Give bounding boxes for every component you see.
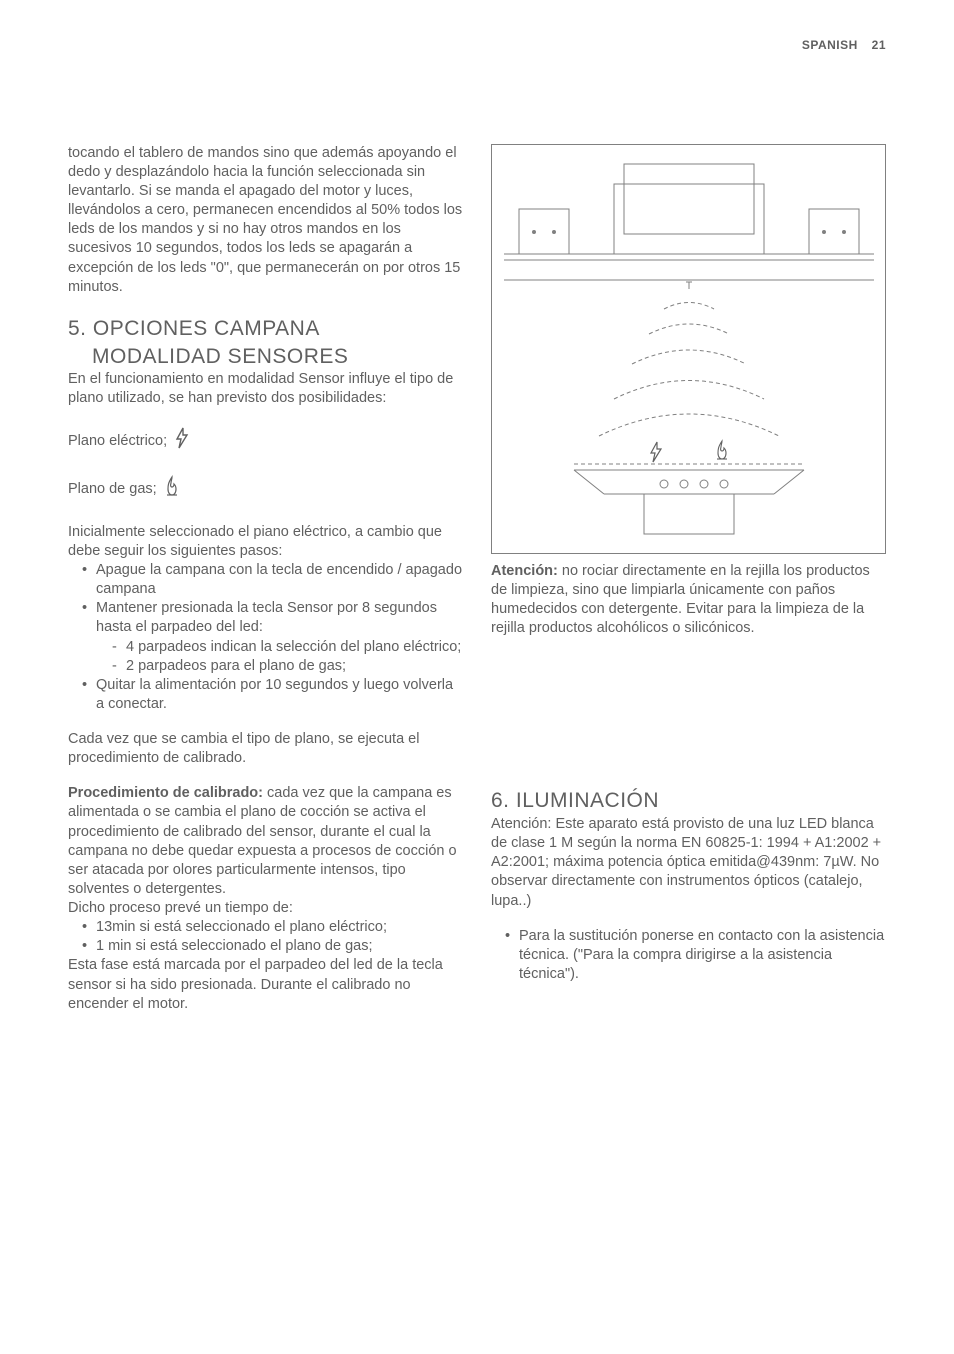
attention-label: Atención: bbox=[491, 563, 558, 579]
after-list-para: Cada vez que se cambia el tipo de plano,… bbox=[68, 730, 463, 768]
intro-paragraph: tocando el tablero de mandos sino que ad… bbox=[68, 144, 463, 297]
language-label: SPANISH bbox=[802, 38, 858, 52]
hood-diagram bbox=[491, 144, 886, 554]
steps-intro: Inicialmente seleccionado el piano eléct… bbox=[68, 523, 463, 561]
attention-para: Atención: no rociar directamente en la r… bbox=[491, 562, 886, 639]
section5-number: 5. bbox=[68, 317, 87, 340]
left-column: tocando el tablero de mandos sino que ad… bbox=[68, 144, 463, 1014]
step-item: Quitar la alimentación por 10 segundos y… bbox=[82, 676, 463, 714]
page-header: SPANISH 21 bbox=[68, 38, 886, 54]
calib-item: 13min si está seleccionado el plano eléc… bbox=[82, 918, 463, 937]
section5-subtitle: MODALIDAD SENSORES bbox=[92, 343, 463, 371]
section6-number: 6. bbox=[491, 789, 510, 812]
lightning-icon bbox=[173, 427, 191, 455]
section5-intro: En el funcionamiento en modalidad Sensor… bbox=[68, 370, 463, 408]
section6-title: ILUMINACIÓN bbox=[516, 789, 659, 812]
calibration-time-intro: Dicho proceso prevé un tiempo de: bbox=[68, 899, 463, 918]
step-item: Mantener presionada la tecla Sensor por … bbox=[82, 599, 463, 676]
calibration-list: 13min si está seleccionado el plano eléc… bbox=[68, 918, 463, 956]
right-column: Atención: no rociar directamente en la r… bbox=[491, 144, 886, 1014]
calib-item: 1 min si está seleccionado el plano de g… bbox=[82, 937, 463, 956]
content-columns: tocando el tablero de mandos sino que ad… bbox=[68, 144, 886, 1014]
plano-gas-line: Plano de gas; bbox=[68, 475, 463, 503]
plano-electrico-line: Plano eléctrico; bbox=[68, 427, 463, 455]
calibration-para: Procedimiento de calibrado: cada vez que… bbox=[68, 784, 463, 899]
page-number: 21 bbox=[872, 38, 886, 52]
section6-list: Para la sustitución ponerse en contacto … bbox=[491, 927, 886, 984]
section6-heading: 6. ILUMINACIÓN bbox=[491, 787, 886, 815]
sub-item: 2 parpadeos para el plano de gas; bbox=[112, 657, 463, 676]
section6-body: Atención: Este aparato está provisto de … bbox=[491, 815, 886, 911]
steps-list: Apague la campana con la tecla de encend… bbox=[68, 561, 463, 714]
calibration-tail: Esta fase está marcada por el parpadeo d… bbox=[68, 956, 463, 1013]
flame-icon bbox=[163, 475, 181, 503]
hood-diagram-svg bbox=[504, 154, 874, 544]
section5-title: OPCIONES CAMPANA bbox=[93, 317, 320, 340]
calibration-label: Procedimiento de calibrado: bbox=[68, 785, 263, 801]
section5-heading: 5. OPCIONES CAMPANA bbox=[68, 315, 463, 343]
section6-item: Para la sustitución ponerse en contacto … bbox=[505, 927, 886, 984]
spacer bbox=[491, 654, 886, 769]
step-item: Apague la campana con la tecla de encend… bbox=[82, 561, 463, 599]
sub-item: 4 parpadeos indican la selección del pla… bbox=[112, 638, 463, 657]
sub-list: 4 parpadeos indican la selección del pla… bbox=[96, 638, 463, 676]
